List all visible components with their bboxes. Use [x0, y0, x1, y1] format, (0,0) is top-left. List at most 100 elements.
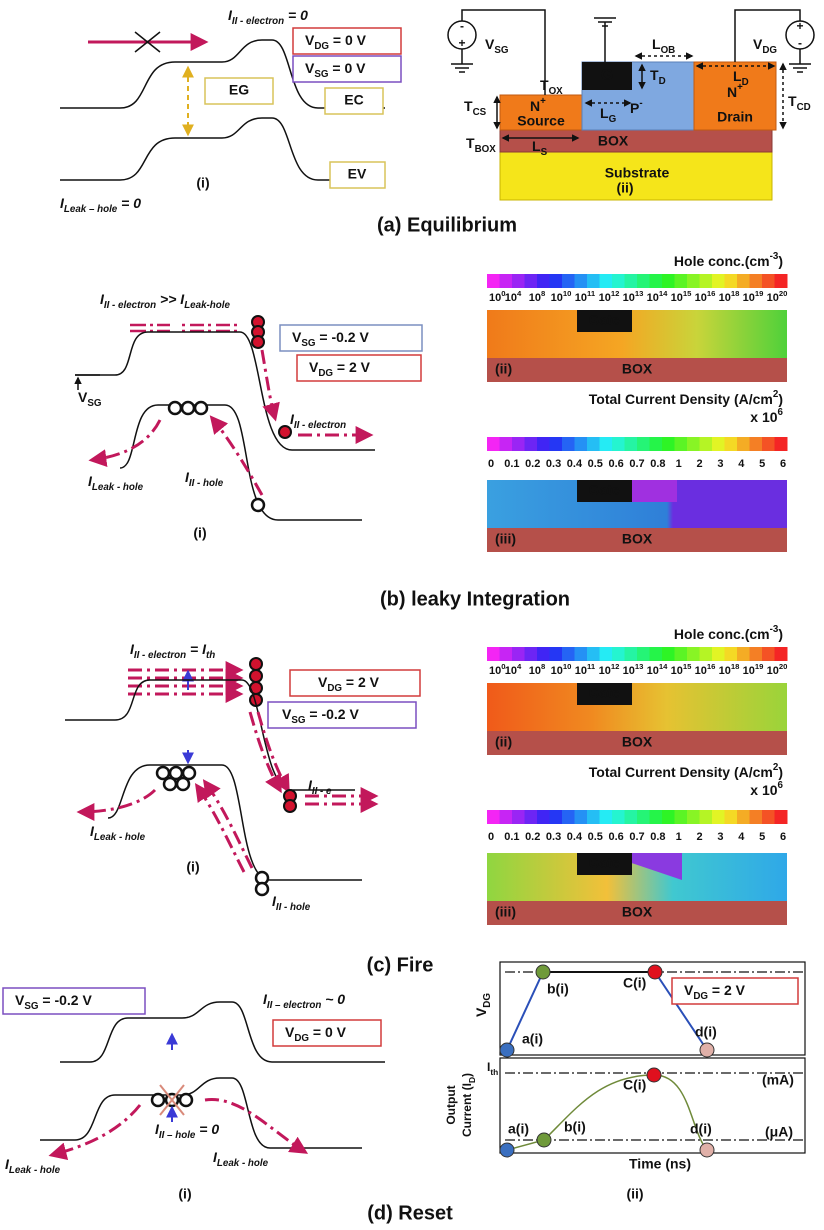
label: VDG = 2 V: [684, 982, 746, 1002]
colorbar-cell: [687, 647, 700, 661]
label: Source: [517, 113, 565, 129]
label-text: 10: [671, 292, 683, 304]
label: BOX: [622, 361, 653, 377]
label-text: I: [213, 1149, 218, 1165]
superscript: 8: [541, 662, 546, 671]
label: III - electron >> ILeak-hole: [100, 291, 230, 311]
label-text: ): [778, 626, 783, 642]
label: 1019: [743, 289, 764, 304]
label: 0.1: [504, 458, 519, 470]
colorbar-cell: [649, 810, 663, 824]
colorbar-cell: [699, 810, 713, 824]
label: 1012: [599, 662, 620, 677]
subscript: DG: [294, 1033, 309, 1044]
label: 104: [505, 289, 522, 304]
colorbar-cell: [574, 810, 588, 824]
subscript: SG: [301, 338, 316, 349]
label: 0.7: [629, 458, 644, 470]
valence-band: [107, 764, 362, 881]
subscript: Leak - hole: [92, 482, 144, 493]
subscript: DG: [318, 368, 333, 379]
label: 0: [488, 458, 494, 470]
colorbar-cell: [674, 274, 688, 288]
label-text: 10: [767, 292, 779, 304]
colorbar-cell: [549, 274, 563, 288]
subscript: D: [659, 76, 666, 87]
colorbar-cell: [537, 274, 550, 288]
label: 104: [505, 662, 522, 677]
label: VDG = 2 V: [309, 359, 371, 379]
colorbar-cell: [612, 810, 625, 824]
label: 1011: [575, 662, 596, 677]
label-text: Total Current Density (A/cm: [589, 391, 773, 407]
colorbar-cell: [749, 647, 763, 661]
label-text: ): [778, 253, 783, 269]
label: (d) Reset: [367, 1202, 453, 1224]
superscript: 4: [517, 289, 522, 298]
label: b(i): [564, 1119, 586, 1135]
colorbar-cell: [587, 437, 600, 451]
label: VDG: [753, 36, 777, 56]
colorbar-cell: [574, 274, 588, 288]
label: 5: [759, 458, 765, 470]
label: 100: [489, 289, 506, 304]
buried-oxide: [487, 358, 787, 382]
colorbar-cell: [712, 274, 725, 288]
label-text: 10: [743, 292, 755, 304]
hole: [178, 1092, 194, 1108]
hole: [193, 400, 209, 416]
colorbar-cell: [774, 437, 788, 451]
label: +: [796, 19, 803, 33]
colorbar-cell: [512, 647, 525, 661]
label: ILeak - hole: [5, 1156, 61, 1176]
label: Substrate: [605, 165, 670, 181]
label: 1019: [743, 662, 764, 677]
label-text: 10: [551, 292, 563, 304]
current-arrow: [256, 711, 290, 794]
hole: [254, 881, 270, 897]
hole: [150, 1092, 166, 1108]
label: VSG = -0.2 V: [292, 329, 369, 349]
label-text: 10: [671, 665, 683, 677]
label-text: I: [100, 291, 105, 307]
label-text: I: [130, 641, 135, 657]
label: Time (ns): [629, 1156, 691, 1172]
label-text: V: [305, 60, 315, 76]
colorbar-cell: [774, 647, 788, 661]
colorbar-cell: [499, 647, 513, 661]
conduction-band: [75, 331, 375, 451]
label: +: [458, 36, 465, 50]
label: BOX: [622, 904, 653, 920]
superscript: 18: [731, 289, 740, 298]
subscript: th: [490, 1067, 498, 1077]
label-text: I: [272, 893, 277, 909]
superscript: 10: [563, 662, 572, 671]
colorbar-cell: [712, 647, 725, 661]
label-text: P: [630, 100, 639, 116]
state-point: [647, 964, 663, 980]
colorbar-cell: [524, 810, 538, 824]
subscript: Leak - hole: [94, 832, 146, 843]
colorbar-cell: [524, 647, 538, 661]
label: VDG = 2 V: [318, 674, 380, 694]
colorbar-cell: [749, 274, 763, 288]
label-text: = 2 V: [342, 674, 380, 690]
label: BOX: [598, 133, 629, 149]
electron: [249, 669, 263, 683]
label: (a) Equilibrium: [377, 214, 517, 236]
label-text: x 10: [750, 409, 777, 425]
label: 3: [717, 458, 723, 470]
subscript: Leak - hole: [9, 1165, 61, 1176]
label: (ii): [626, 1186, 643, 1202]
subscript: II - electron: [104, 300, 156, 311]
label: 1013: [623, 289, 644, 304]
label: BOX: [622, 531, 653, 547]
label: 1015: [671, 662, 693, 677]
label: 1015: [671, 289, 693, 304]
source-region: [499, 94, 583, 131]
label: 1011: [575, 289, 596, 304]
label-text: = 0: [284, 7, 308, 23]
label-text: I: [290, 411, 295, 427]
label-text: L: [733, 68, 742, 84]
